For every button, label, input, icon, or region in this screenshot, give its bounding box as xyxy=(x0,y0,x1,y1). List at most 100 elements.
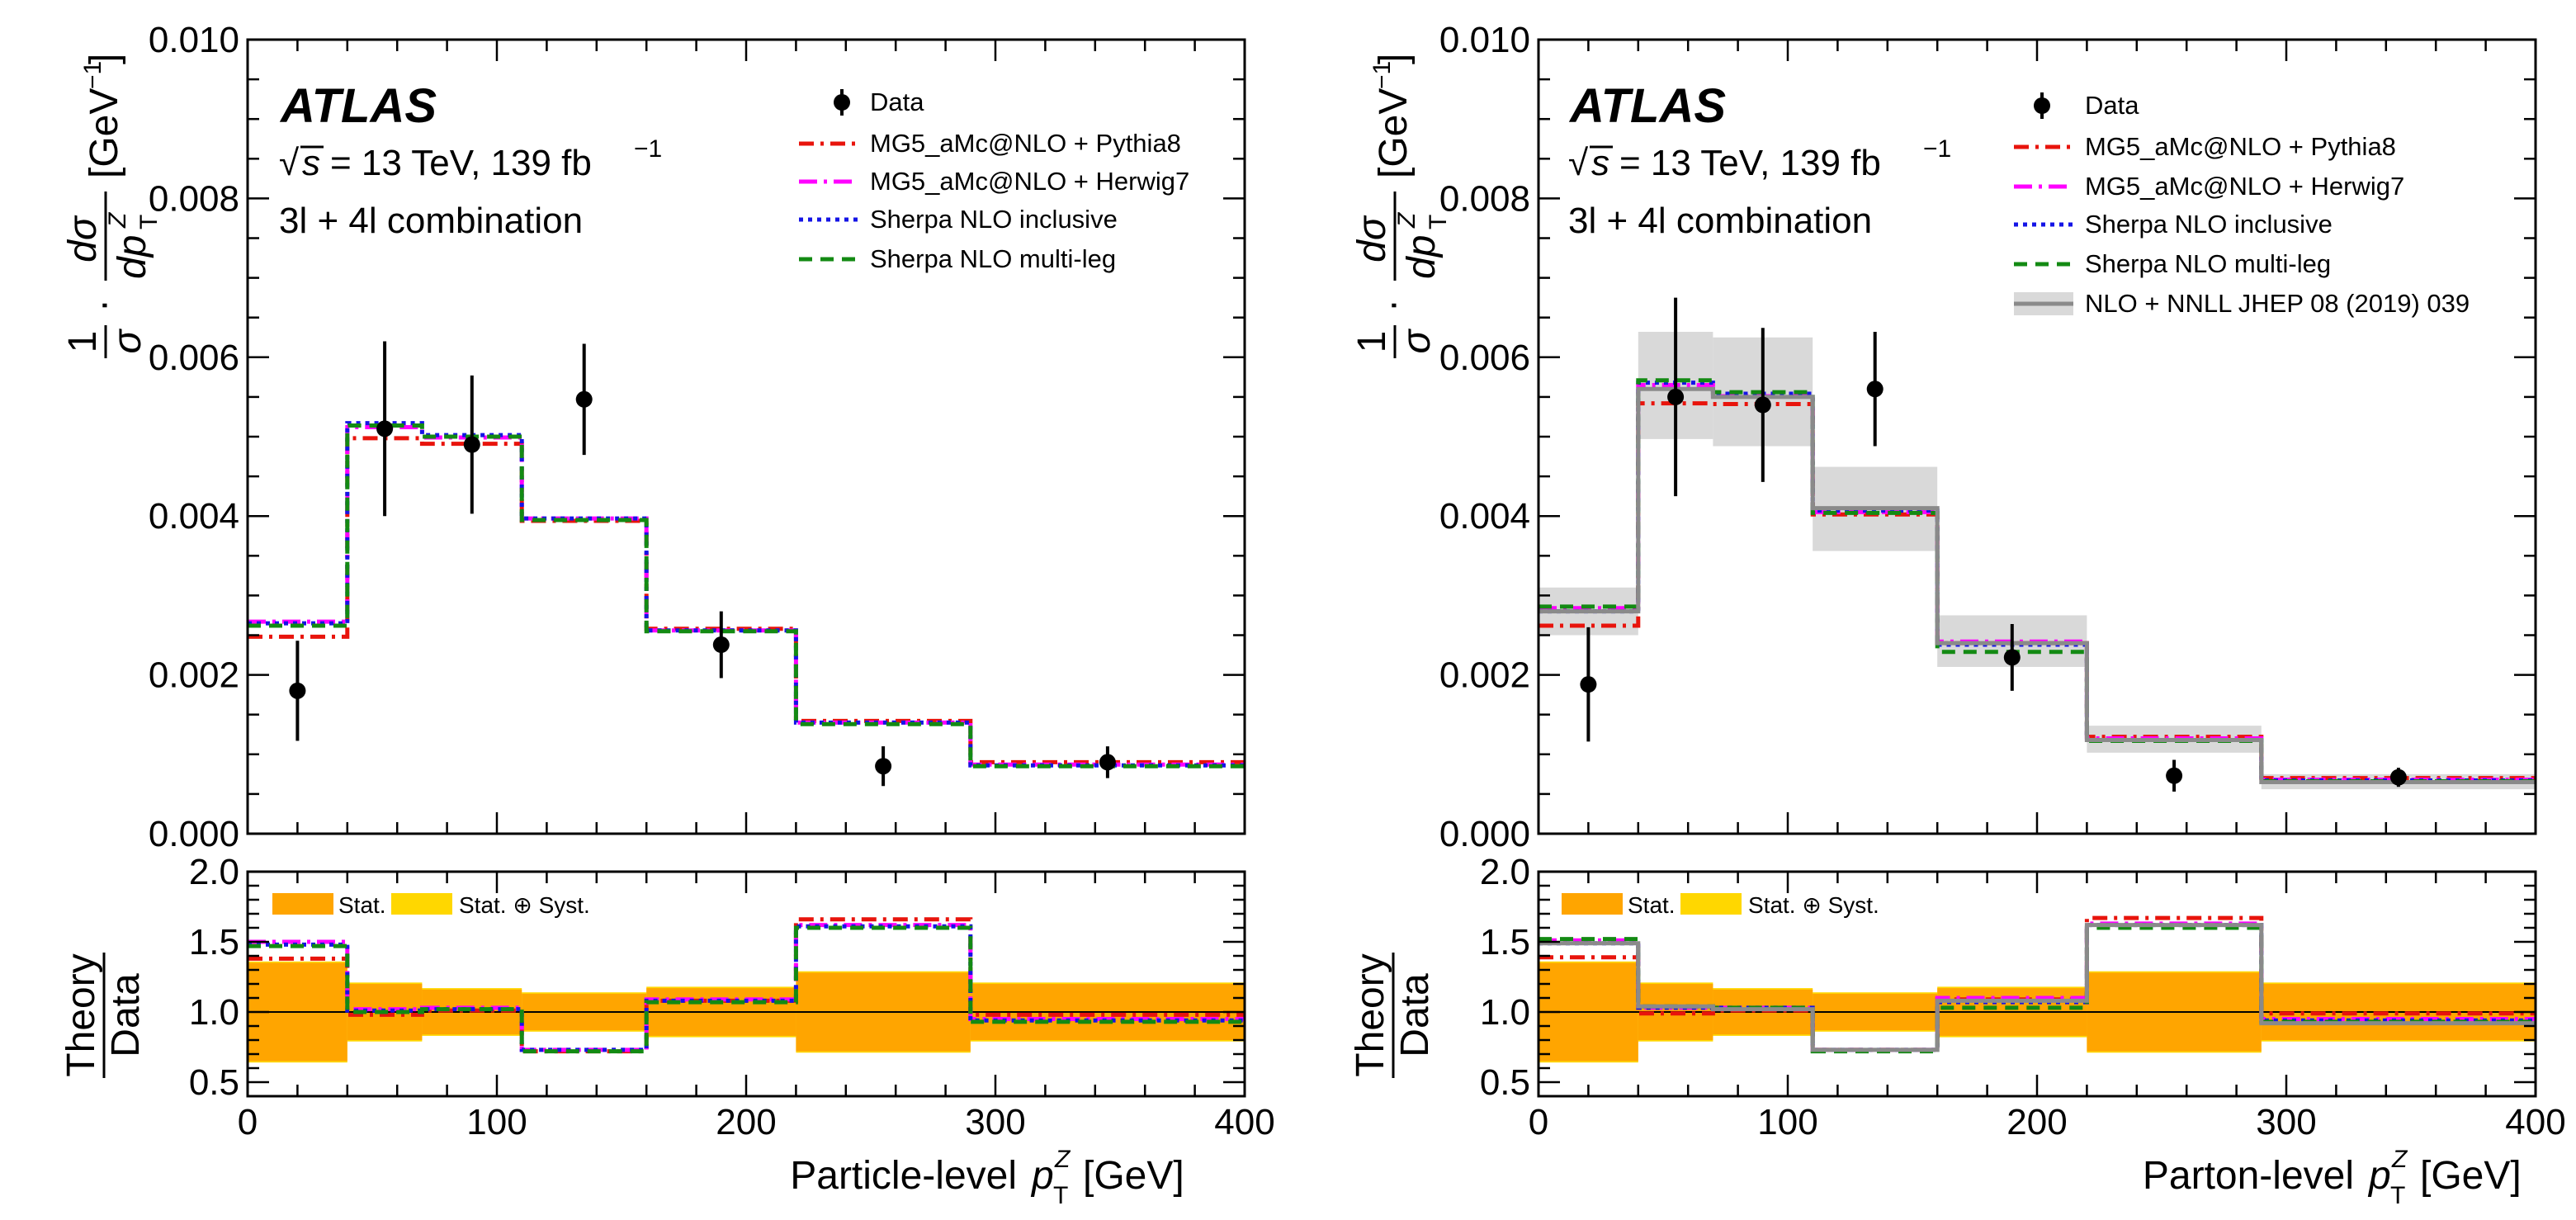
left-stat-swatch xyxy=(272,893,333,915)
left-energy-text: = 13 TeV, 139 fb xyxy=(330,143,592,183)
left-series-pythia xyxy=(248,436,1245,764)
left-y-tick-label: 0.000 xyxy=(149,814,239,854)
left-series-sherpa_incl xyxy=(248,421,1245,768)
left-ratio-y-tick-label: 1.0 xyxy=(189,992,239,1033)
right-s-symbol: s xyxy=(1591,143,1609,183)
left-data-point xyxy=(376,420,394,437)
right-ratio-y-tick-label: 1.0 xyxy=(1480,992,1530,1033)
right-legend-nnll: NLO + NNLL JHEP 08 (2019) 039 xyxy=(2014,289,2470,318)
left-x-tick-label: 100 xyxy=(466,1102,527,1142)
right-ratio-plot xyxy=(1539,915,2536,1063)
y-label-sup-z: Z xyxy=(104,211,131,229)
right-data-point xyxy=(2389,768,2407,786)
left-y-axis-label: 1 σ · dσ dp T Z [GeV −1 ] xyxy=(61,54,163,358)
y-label-sigma: σ xyxy=(106,328,149,353)
left-legend-herwig-label: MG5_aMc@NLO + Herwig7 xyxy=(870,167,1189,196)
left-ratio-y-label: Theory Data xyxy=(59,953,148,1078)
right-ratio-y-tick-label: 1.5 xyxy=(1480,922,1530,962)
right-energy-text: = 13 TeV, 139 fb xyxy=(1619,143,1881,183)
right-legend-data-label: Data xyxy=(2085,91,2139,120)
y-label-dsigma: dσ xyxy=(1350,215,1394,262)
y-label-close: ] xyxy=(83,54,126,64)
left-series-sherpa_ml xyxy=(248,423,1245,768)
right-ratio-y-label: Theory Data xyxy=(1349,953,1437,1078)
right-ratio-series-nnll xyxy=(1539,923,2536,1052)
right-legend-pythia-label: MG5_aMc@NLO + Pythia8 xyxy=(2085,132,2396,161)
left-ratio-series-sherpa_ml xyxy=(248,925,1245,1054)
right-data-point xyxy=(2003,649,2021,666)
right-data-point xyxy=(1667,388,1685,405)
left-lumi-exp: −1 xyxy=(634,135,662,163)
left-syst-label: Stat. ⊕ Syst. xyxy=(459,892,590,918)
left-ratio-series-herwig xyxy=(248,923,1245,1052)
left-legend-sherpa-ml: Sherpa NLO multi-leg xyxy=(799,244,1116,273)
right-x-label-sup-z: Z xyxy=(2391,1146,2408,1173)
y-label-unit: [GeV xyxy=(1372,88,1416,178)
right-y-tick-label: 0.004 xyxy=(1439,496,1530,537)
right-series-pythia xyxy=(1539,401,2536,781)
ratio-label-data: Data xyxy=(1393,973,1437,1057)
right-stat-label: Stat. xyxy=(1628,892,1676,918)
y-label-dot: · xyxy=(1370,299,1414,312)
left-sqrt-symbol: √ xyxy=(279,143,300,183)
right-legend-pythia: MG5_aMc@NLO + Pythia8 xyxy=(2014,132,2396,161)
right-legend-data-marker xyxy=(2034,97,2050,114)
left-x-axis-label: Particle-level p T Z [GeV] xyxy=(790,1146,1184,1209)
left-x-label-sup-z: Z xyxy=(1054,1146,1071,1173)
left-panel: 0 100 200 300 400 0.000 0.002 0.004 0.006 0.008 0.… xyxy=(59,20,1275,1209)
left-ratio-y-tick-label: 1.5 xyxy=(189,922,239,962)
left-series-herwig xyxy=(248,424,1245,767)
right-sqrt-symbol: √ xyxy=(1568,143,1589,183)
y-label-dsigma: dσ xyxy=(61,215,105,262)
right-x-axis-label: Parton-level p T Z [GeV] xyxy=(2143,1146,2522,1209)
right-x-tick-label: 300 xyxy=(2256,1102,2316,1142)
left-ratio-y-tick-label: 0.5 xyxy=(189,1062,239,1103)
right-y-tick-label: 0.010 xyxy=(1439,20,1530,60)
y-label-sub-t: T xyxy=(1425,215,1452,229)
right-lumi-exp: −1 xyxy=(1923,135,1951,163)
right-channel-label: 3l + 4l combination xyxy=(1568,201,1872,241)
ratio-label-theory: Theory xyxy=(1349,953,1392,1076)
right-data-point xyxy=(1866,381,1884,398)
right-syst-label: Stat. ⊕ Syst. xyxy=(1748,892,1879,918)
y-label-unit-exp: −1 xyxy=(1368,61,1396,89)
left-data-point xyxy=(289,682,306,699)
left-data-point xyxy=(463,436,480,453)
y-label-dp: dp xyxy=(111,235,154,279)
right-stat-swatch xyxy=(1562,893,1623,915)
right-series-herwig xyxy=(1539,382,2536,783)
right-legend-nnll-label: NLO + NNLL JHEP 08 (2019) 039 xyxy=(2085,289,2470,318)
right-ratio-legend: Stat. Stat. ⊕ Syst. xyxy=(1562,892,1879,918)
right-ratio-series-pythia xyxy=(1539,915,2536,1052)
right-legend: Data MG5_aMc@NLO + Pythia8 MG5_aMc@NLO +… xyxy=(2014,91,2470,318)
left-data-point xyxy=(712,636,730,654)
right-legend-sherpa-ml-label: Sherpa NLO multi-leg xyxy=(2085,249,2331,278)
left-main-plot xyxy=(248,341,1245,787)
right-x-label-p: p xyxy=(2367,1154,2391,1198)
left-ratio-y-tick-label: 2.0 xyxy=(189,852,239,892)
y-label-unit-exp: −1 xyxy=(79,61,106,89)
left-ratio-series-pythia xyxy=(248,917,1245,1054)
y-label-dp: dp xyxy=(1400,235,1444,279)
right-x-tick-label: 0 xyxy=(1529,1102,1548,1142)
right-atlas-label: ATLAS xyxy=(1568,79,1726,133)
left-ratio-legend: Stat. Stat. ⊕ Syst. xyxy=(272,892,590,918)
right-data-point xyxy=(1754,396,1771,414)
left-x-tick-label: 300 xyxy=(965,1102,1025,1142)
right-x-label-pre: Parton-level xyxy=(2143,1154,2354,1198)
left-x-label-pre: Particle-level xyxy=(790,1154,1017,1198)
right-data-point xyxy=(1580,676,1597,693)
left-x-tick-label: 0 xyxy=(238,1102,258,1142)
left-y-tick-label: 0.004 xyxy=(149,496,239,537)
left-legend: Data MG5_aMc@NLO + Pythia8 MG5_aMc@NLO +… xyxy=(799,87,1189,273)
left-legend-pythia: MG5_aMc@NLO + Pythia8 xyxy=(799,129,1181,158)
left-y-tick-label: 0.002 xyxy=(149,655,239,696)
left-x-tick-label: 400 xyxy=(1214,1102,1274,1142)
left-legend-sherpa-incl-label: Sherpa NLO inclusive xyxy=(870,205,1118,234)
right-x-label-sub-t: T xyxy=(2390,1182,2405,1209)
left-legend-data-marker xyxy=(834,94,850,111)
left-y-tick-label: 0.010 xyxy=(149,20,239,60)
right-syst-swatch xyxy=(1680,893,1742,915)
